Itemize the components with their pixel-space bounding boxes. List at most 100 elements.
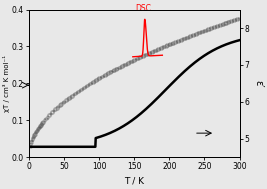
Point (91, 81, 96, 84)
Point (141, 55, 146, 58)
Point (122, 64, 126, 67)
Point (76, 90, 81, 93)
Point (144, 53, 149, 57)
Point (150, 51, 155, 54)
Point (147, 52, 152, 55)
Point (45, 117, 49, 120)
Point (120, 65, 124, 68)
Point (102, 75, 106, 78)
Point (219, 24, 223, 27)
Point (48, 114, 52, 117)
Point (160, 47, 164, 50)
Point (72, 94, 76, 97)
Point (201, 30, 205, 33)
Point (164, 45, 168, 48)
Point (184, 37, 188, 40)
Y-axis label: χT / cm³ K mol⁻¹: χT / cm³ K mol⁻¹ (3, 55, 10, 112)
Y-axis label: ε′: ε′ (254, 80, 264, 87)
Point (211, 27, 215, 30)
Point (170, 42, 174, 45)
Point (152, 50, 156, 53)
Point (35, 129, 40, 132)
Point (234, 19, 238, 22)
Point (111, 70, 115, 73)
Point (81, 87, 85, 90)
Point (173, 41, 178, 44)
Point (222, 23, 226, 26)
Point (29, 141, 34, 144)
Point (197, 32, 202, 35)
Point (149, 51, 153, 54)
Point (199, 31, 203, 34)
Point (135, 58, 140, 61)
Point (131, 60, 135, 63)
Point (214, 26, 218, 29)
Point (167, 44, 171, 47)
Point (104, 74, 108, 77)
Point (96, 78, 100, 81)
Point (191, 34, 196, 37)
Point (205, 29, 209, 32)
Point (34, 132, 38, 135)
Point (38, 126, 42, 129)
Point (82, 86, 87, 89)
Point (46, 116, 50, 119)
Point (50, 111, 55, 114)
Point (185, 36, 190, 39)
Point (84, 85, 88, 88)
Point (70, 95, 74, 98)
Point (166, 44, 170, 47)
Point (40, 122, 45, 125)
Point (132, 59, 136, 62)
Point (100, 75, 105, 78)
Point (63, 101, 67, 104)
Point (55, 107, 59, 110)
Point (194, 33, 199, 36)
Point (196, 32, 200, 35)
Point (87, 84, 91, 87)
Point (54, 108, 58, 111)
Point (105, 73, 109, 76)
Point (172, 42, 176, 45)
Point (116, 67, 120, 70)
Point (35, 131, 39, 134)
Point (107, 72, 111, 75)
Point (213, 26, 217, 29)
Point (90, 82, 94, 85)
Point (206, 28, 211, 31)
Point (32, 135, 36, 138)
Point (208, 28, 212, 31)
Point (99, 76, 103, 79)
Point (134, 58, 138, 61)
Point (176, 40, 180, 43)
Point (228, 21, 232, 24)
Point (217, 24, 221, 27)
Point (61, 102, 65, 105)
Point (108, 71, 112, 74)
Point (158, 47, 162, 50)
Point (78, 89, 82, 92)
Point (119, 66, 123, 69)
Point (128, 61, 132, 64)
Point (57, 105, 61, 108)
Point (203, 29, 208, 32)
Point (179, 39, 183, 42)
Point (29, 143, 33, 146)
Point (37, 127, 41, 130)
Point (163, 46, 167, 49)
Point (28, 145, 32, 148)
Point (181, 38, 185, 41)
Point (66, 98, 70, 101)
Point (117, 67, 121, 70)
Point (58, 104, 62, 107)
Point (231, 20, 235, 23)
Point (60, 103, 64, 106)
Point (156, 48, 161, 51)
Point (123, 64, 127, 67)
Point (225, 22, 229, 25)
Point (113, 69, 117, 72)
Point (33, 134, 37, 137)
Point (39, 124, 44, 127)
Point (41, 121, 46, 124)
Point (125, 63, 129, 66)
